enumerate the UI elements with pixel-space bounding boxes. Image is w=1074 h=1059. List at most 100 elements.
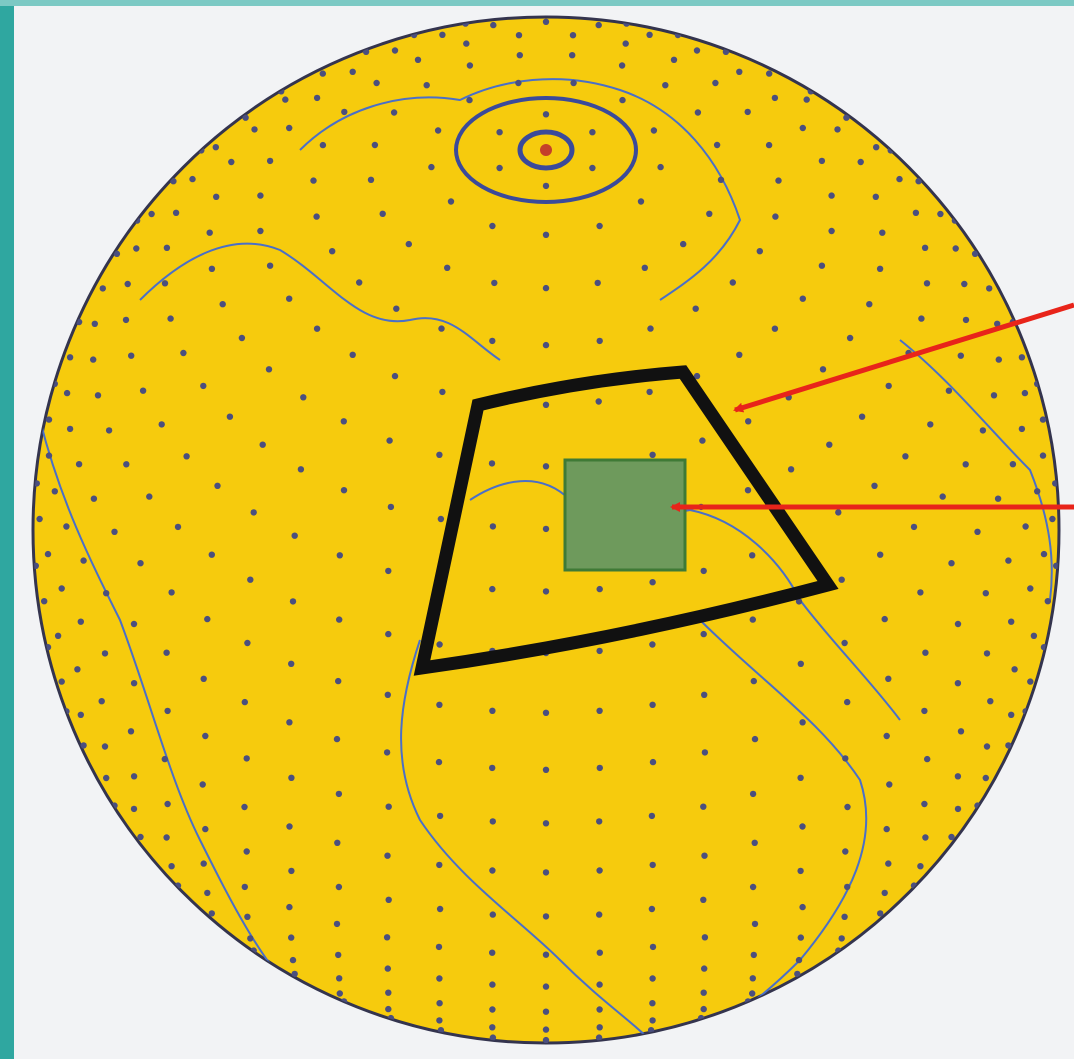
grid-point [137,833,144,841]
grid-point [772,213,779,220]
grid-point [797,660,804,667]
grid-point [922,834,929,841]
grid-point [174,523,182,531]
grid-point [962,316,970,324]
grid-point [183,453,190,460]
grid-point [596,222,603,230]
grid-point [1027,585,1034,592]
grid-point [819,366,827,373]
grid-point [923,280,931,287]
grid-point [423,82,430,89]
grid-point [982,774,989,782]
grid-point [670,56,678,63]
grid-point [202,825,209,833]
grid-point [842,755,849,762]
grid-point [58,678,65,685]
grid-point [390,109,398,116]
grid-point [1027,678,1034,685]
grid-point [826,441,833,448]
grid-point [74,666,81,673]
grid-point [542,1026,550,1033]
grid-point [594,279,601,287]
grid-point [436,1000,443,1007]
grid-point [428,163,435,171]
grid-point [787,466,795,473]
grid-point [489,585,496,593]
grid-point [137,560,144,567]
grid-point [962,461,969,468]
grid-point [954,805,962,813]
grid-point [701,852,708,859]
grid-point [391,47,399,54]
grid-point [700,896,707,903]
grid-point [799,719,806,726]
grid-point [161,755,168,763]
grid-point [701,691,708,698]
grid-point [133,245,140,252]
grid-point [335,883,343,891]
grid-point [383,934,391,941]
grid-point [1044,598,1052,605]
grid-point [91,320,99,327]
grid-point [436,861,443,869]
grid-point [489,1024,496,1031]
grid-point [954,620,962,628]
grid-point [391,372,399,380]
grid-point [491,279,498,287]
grid-point [164,707,171,715]
grid-point [123,461,130,468]
grid-point [657,163,664,171]
grid-point [335,951,342,959]
grid-point [63,389,71,397]
grid-point [385,1005,392,1013]
grid-point [835,509,842,516]
grid-point [466,62,474,69]
grid-point [915,178,922,185]
pole-ring [517,129,575,171]
grid-point [90,495,98,502]
grid-point [736,68,743,76]
grid-point [101,650,109,657]
grid-point [213,193,220,200]
grid-point [1039,452,1047,459]
grid-point [130,773,138,780]
grid-point [596,764,603,772]
grid-point [797,867,804,875]
grid-point [749,790,757,798]
grid-point [542,709,550,716]
grid-point [436,641,443,648]
grid-point [987,698,994,705]
grid-point [622,40,629,47]
grid-point [266,157,274,165]
grid-point [596,1024,603,1031]
grid-point [713,141,721,149]
grid-point [436,905,444,913]
grid-point [158,421,165,428]
grid-point [649,758,657,766]
grid-point [922,649,929,656]
grid-point [712,79,719,87]
grid-point [148,210,155,218]
grid-point [385,896,392,903]
grid-point [36,515,43,523]
grid-point [745,418,752,425]
grid-point [693,47,701,54]
grid-point [333,920,341,928]
grid-point [692,305,699,312]
grid-point [101,743,109,750]
grid-point [751,735,759,743]
grid-point [436,451,443,458]
grid-point [247,935,254,942]
grid-point [700,989,707,996]
grid-point [336,616,343,623]
grid-point [596,949,603,956]
grid-point [841,913,848,920]
grid-point [994,320,1001,327]
grid-point [649,1017,656,1024]
grid-point [797,774,804,781]
grid-point [883,825,890,833]
grid-point [917,863,924,870]
grid-point [693,372,701,380]
grid-point [838,576,845,583]
grid-point [163,244,171,251]
